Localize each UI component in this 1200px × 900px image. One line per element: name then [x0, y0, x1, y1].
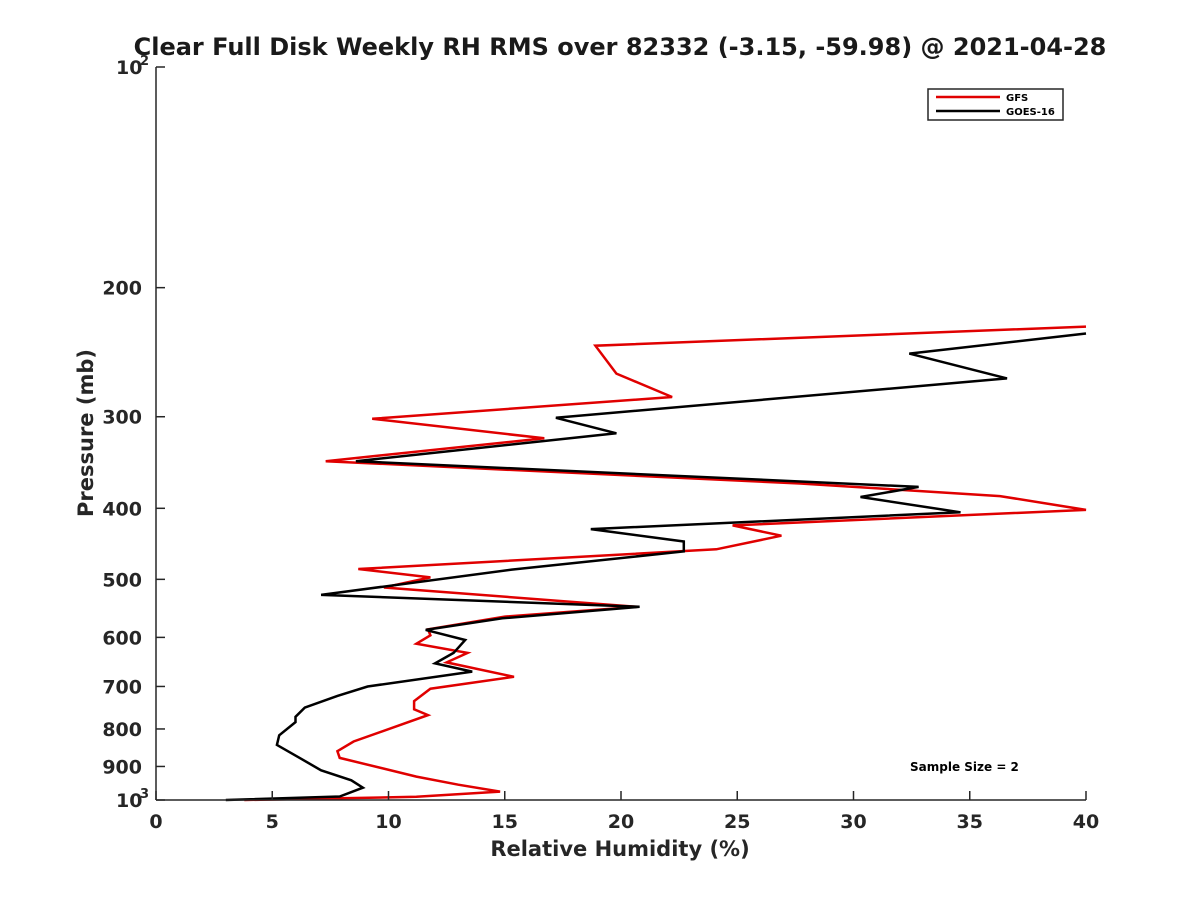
x-tick-label: 0 — [149, 811, 162, 833]
svg-text:2: 2 — [140, 54, 149, 69]
series-layer — [225, 325, 1087, 802]
x-tick-label: 25 — [724, 811, 750, 833]
x-tick-label: 5 — [266, 811, 279, 833]
x-tick-label: 15 — [492, 811, 518, 833]
y-axis-label: Pressure (mb) — [74, 349, 98, 517]
series-line-goes-16 — [225, 332, 1087, 802]
legend-box — [927, 88, 1064, 121]
y-tick-label: 800 — [102, 719, 142, 741]
x-tick-label: 30 — [840, 811, 866, 833]
x-tick-label: 20 — [608, 811, 634, 833]
legend-label-goes-16: GOES-16 — [1006, 107, 1055, 118]
y-tick-label: 500 — [102, 569, 142, 591]
y-tick-label: 600 — [102, 627, 142, 649]
y-tick-label: 700 — [102, 676, 142, 698]
x-axis-label: Relative Humidity (%) — [490, 837, 749, 861]
y-tick-label: 900 — [102, 756, 142, 778]
y-tick-label: 400 — [102, 498, 142, 520]
legend-label-gfs: GFS — [1006, 93, 1028, 104]
y-tick-label: 200 — [102, 278, 142, 300]
y-tick-label: 300 — [102, 407, 142, 429]
chart-title: Clear Full Disk Weekly RH RMS over 82332… — [134, 33, 1107, 61]
y-tick-label: 102 — [116, 54, 149, 79]
x-tick-label: 40 — [1073, 811, 1099, 833]
x-tick-label: 35 — [957, 811, 983, 833]
sample-size-annotation: Sample Size = 2 — [910, 760, 1019, 774]
x-tick-label: 10 — [375, 811, 401, 833]
axes-layer: 0 5 10 15 20 25 30 35 40102200300400500600700800… — [102, 54, 1099, 833]
y-tick-label: 103 — [116, 787, 149, 812]
svg-text:10: 10 — [116, 57, 142, 79]
plot-area: 0 5 10 15 20 25 30 35 40102200300400500600700800… — [102, 54, 1099, 833]
svg-text:10: 10 — [116, 790, 142, 812]
svg-text:3: 3 — [140, 787, 149, 802]
legend: GFS GOES-16 — [927, 88, 1064, 121]
